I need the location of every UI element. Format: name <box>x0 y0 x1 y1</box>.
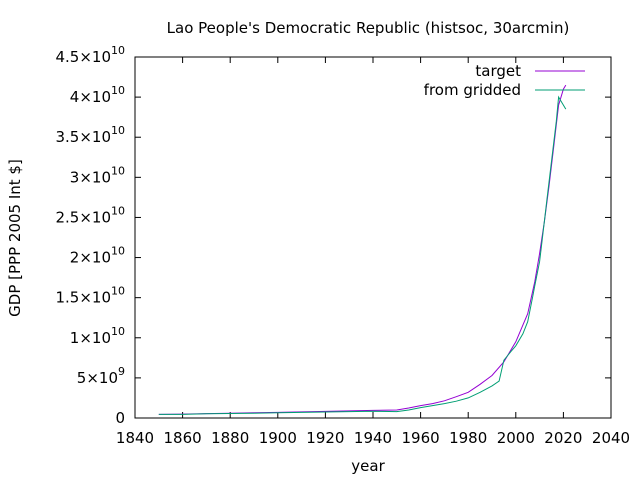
y-tick-exponent: 10 <box>111 164 125 177</box>
y-tick-exponent: 10 <box>111 124 125 137</box>
y-tick-mantissa: 2×10 <box>70 249 111 267</box>
x-axis-label: year <box>351 457 385 475</box>
x-tick-label: 1860 <box>164 429 202 447</box>
y-tick-exponent: 10 <box>111 204 125 217</box>
x-tick-label: 1900 <box>259 429 297 447</box>
y-tick-exponent: 10 <box>111 245 125 258</box>
x-tick-label: 1880 <box>211 429 249 447</box>
y-tick-exponent: 9 <box>118 365 125 378</box>
y-tick-label: 4×1010 <box>70 84 125 106</box>
y-tick-label: 2.5×1010 <box>55 204 125 226</box>
y-tick-label: 3.5×1010 <box>55 124 125 146</box>
y-tick-mantissa: 0 <box>115 409 125 427</box>
y-tick-mantissa: 5×10 <box>77 369 118 387</box>
x-axis: 1840 1860 1880 1900 1920 1940 1960 1980 2000 2020… <box>116 57 630 447</box>
x-tick-label: 1980 <box>449 429 487 447</box>
y-tick-exponent: 10 <box>111 44 125 57</box>
legend-label: from gridded <box>424 81 521 99</box>
y-tick-label: 0 <box>115 409 125 427</box>
y-tick-label: 5×109 <box>77 365 125 387</box>
y-tick-mantissa: 3.5×10 <box>55 128 111 146</box>
y-tick-mantissa: 3×10 <box>70 168 111 186</box>
series-line-from-gridded <box>158 95 567 415</box>
x-tick-label: 2000 <box>497 429 535 447</box>
x-tick-label: 2040 <box>592 429 630 447</box>
y-tick-mantissa: 2.5×10 <box>55 208 111 226</box>
y-tick-label: 4.5×1010 <box>55 44 125 66</box>
plot-frame <box>134 56 612 419</box>
y-tick-mantissa: 4×10 <box>70 88 111 106</box>
x-tick-label: 2020 <box>544 429 582 447</box>
x-tick-label: 1960 <box>402 429 440 447</box>
series-line-target <box>158 84 567 415</box>
y-tick-label: 2×1010 <box>70 245 125 267</box>
y-tick-label: 1×1010 <box>70 325 125 347</box>
y-tick-mantissa: 1.5×10 <box>55 289 111 307</box>
y-axis-label: GDP [PPP 2005 Int $] <box>6 159 24 317</box>
legend-label: target <box>475 62 521 80</box>
y-tick-label: 3×1010 <box>70 164 125 186</box>
y-axis: 05×1091×10101.5×10102×10102.5×10103×1010… <box>55 44 611 427</box>
x-tick-label: 1840 <box>116 429 154 447</box>
chart-title: Lao People's Democratic Republic (histso… <box>167 19 570 37</box>
x-tick-label: 1920 <box>306 429 344 447</box>
y-tick-exponent: 10 <box>111 285 125 298</box>
y-tick-exponent: 10 <box>111 325 125 338</box>
y-tick-exponent: 10 <box>111 84 125 97</box>
x-tick-label: 1940 <box>354 429 392 447</box>
series-lines <box>158 84 567 415</box>
y-tick-label: 1.5×1010 <box>55 285 125 307</box>
y-tick-mantissa: 4.5×10 <box>55 48 111 66</box>
y-tick-mantissa: 1×10 <box>70 329 111 347</box>
